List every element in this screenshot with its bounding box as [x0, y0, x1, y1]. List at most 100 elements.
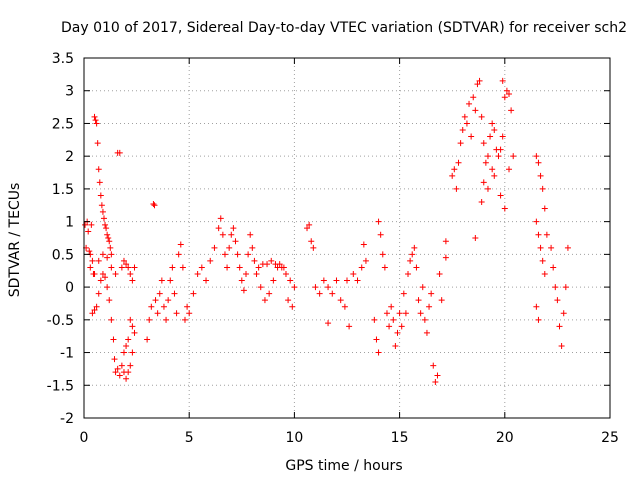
data-point-marker	[396, 310, 403, 317]
data-point-marker	[484, 153, 491, 160]
data-point-marker	[238, 277, 245, 284]
data-point-marker	[129, 277, 136, 284]
data-point-marker	[539, 185, 546, 192]
data-point-marker	[111, 356, 118, 363]
data-point-marker	[304, 225, 311, 232]
x-tick-label: 20	[496, 430, 514, 446]
data-point-marker	[194, 271, 201, 277]
data-point-marker	[474, 81, 481, 88]
data-point-marker	[537, 244, 544, 251]
data-point-marker	[430, 362, 437, 369]
data-point-marker	[508, 107, 515, 114]
data-point-marker	[398, 323, 405, 330]
data-point-marker	[247, 231, 254, 238]
data-point-marker	[415, 297, 422, 304]
data-point-marker	[89, 257, 96, 264]
data-point-marker	[306, 221, 313, 228]
data-point-marker	[93, 120, 100, 127]
data-point-marker	[360, 241, 367, 248]
data-point-marker	[354, 277, 361, 284]
data-point-marker	[480, 179, 487, 186]
data-point-marker	[224, 264, 231, 271]
data-point-marker	[91, 271, 98, 277]
data-point-marker	[480, 140, 487, 147]
data-point-marker	[95, 257, 102, 264]
data-point-marker	[491, 127, 498, 133]
data-point-marker	[123, 375, 130, 382]
data-point-marker	[127, 316, 134, 323]
data-point-marker	[436, 271, 443, 277]
data-point-marker	[112, 271, 119, 277]
data-point-marker	[165, 297, 172, 304]
data-point-marker	[236, 264, 243, 271]
y-axis-label: SDTVAR / TECUs	[7, 183, 23, 298]
data-point-marker	[102, 274, 109, 281]
data-point-marker	[375, 218, 382, 225]
data-point-marker	[316, 290, 323, 297]
data-point-marker	[89, 310, 96, 317]
data-point-marker	[125, 264, 132, 271]
data-point-marker	[116, 372, 123, 379]
data-point-marker	[463, 120, 470, 127]
y-tick-label: 0	[65, 280, 74, 296]
data-point-marker	[499, 133, 506, 140]
data-point-marker	[91, 113, 98, 120]
data-point-marker	[491, 172, 498, 179]
data-point-marker	[472, 107, 479, 114]
data-point-marker	[203, 277, 210, 284]
data-point-marker	[291, 284, 298, 291]
data-point-marker	[470, 94, 477, 101]
data-point-marker	[105, 235, 112, 241]
y-tick-label: -1	[60, 346, 74, 362]
data-point-marker	[383, 310, 390, 317]
data-point-marker	[186, 310, 193, 317]
data-point-marker	[310, 244, 317, 251]
data-point-marker	[98, 202, 105, 209]
data-point-marker	[116, 149, 123, 156]
data-point-marker	[564, 244, 571, 251]
data-point-marker	[350, 271, 357, 277]
data-point-marker	[329, 290, 336, 297]
data-point-marker	[411, 244, 418, 251]
data-point-marker	[91, 307, 98, 313]
data-point-marker	[144, 336, 151, 343]
data-point-marker	[123, 343, 130, 349]
data-point-marker	[346, 323, 353, 330]
data-point-marker	[461, 113, 468, 120]
data-point-marker	[120, 257, 127, 264]
data-point-marker	[266, 290, 273, 297]
y-tick-label: 1.5	[52, 182, 74, 198]
y-tick-labels: -2 -1.5 -1 -0.5 0 0.5 1 1.5 2 2.5 3 3.5	[47, 51, 74, 427]
data-point-marker	[434, 372, 441, 379]
data-point-marker	[419, 284, 426, 291]
data-point-marker	[177, 241, 184, 248]
data-point-marker	[104, 284, 111, 291]
data-point-marker	[92, 117, 99, 124]
data-point-marker	[451, 166, 458, 173]
data-point-marker	[234, 251, 241, 258]
data-point-marker	[438, 297, 445, 304]
data-point-marker	[198, 264, 205, 271]
data-point-marker	[560, 310, 567, 317]
data-point-marker	[131, 329, 138, 336]
data-point-marker	[93, 303, 100, 310]
data-point-marker	[175, 251, 182, 258]
data-point-marker	[344, 277, 350, 284]
x-tick-label: 10	[285, 430, 303, 446]
data-point-marker	[457, 140, 464, 147]
data-point-marker	[497, 192, 504, 199]
data-point-marker	[99, 251, 106, 258]
data-point-marker	[95, 290, 102, 297]
data-point-marker	[308, 238, 315, 245]
data-point-marker	[432, 379, 439, 385]
data-point-marker	[337, 297, 344, 304]
data-point-marker	[86, 248, 93, 255]
data-point-marker	[499, 77, 506, 84]
data-point-marker	[94, 140, 101, 147]
data-point-marker	[154, 310, 161, 317]
data-point-marker	[554, 297, 561, 304]
data-point-marker	[312, 284, 319, 291]
grid-lines	[84, 58, 610, 418]
data-point-marker	[163, 316, 170, 323]
data-point-marker	[268, 257, 275, 264]
